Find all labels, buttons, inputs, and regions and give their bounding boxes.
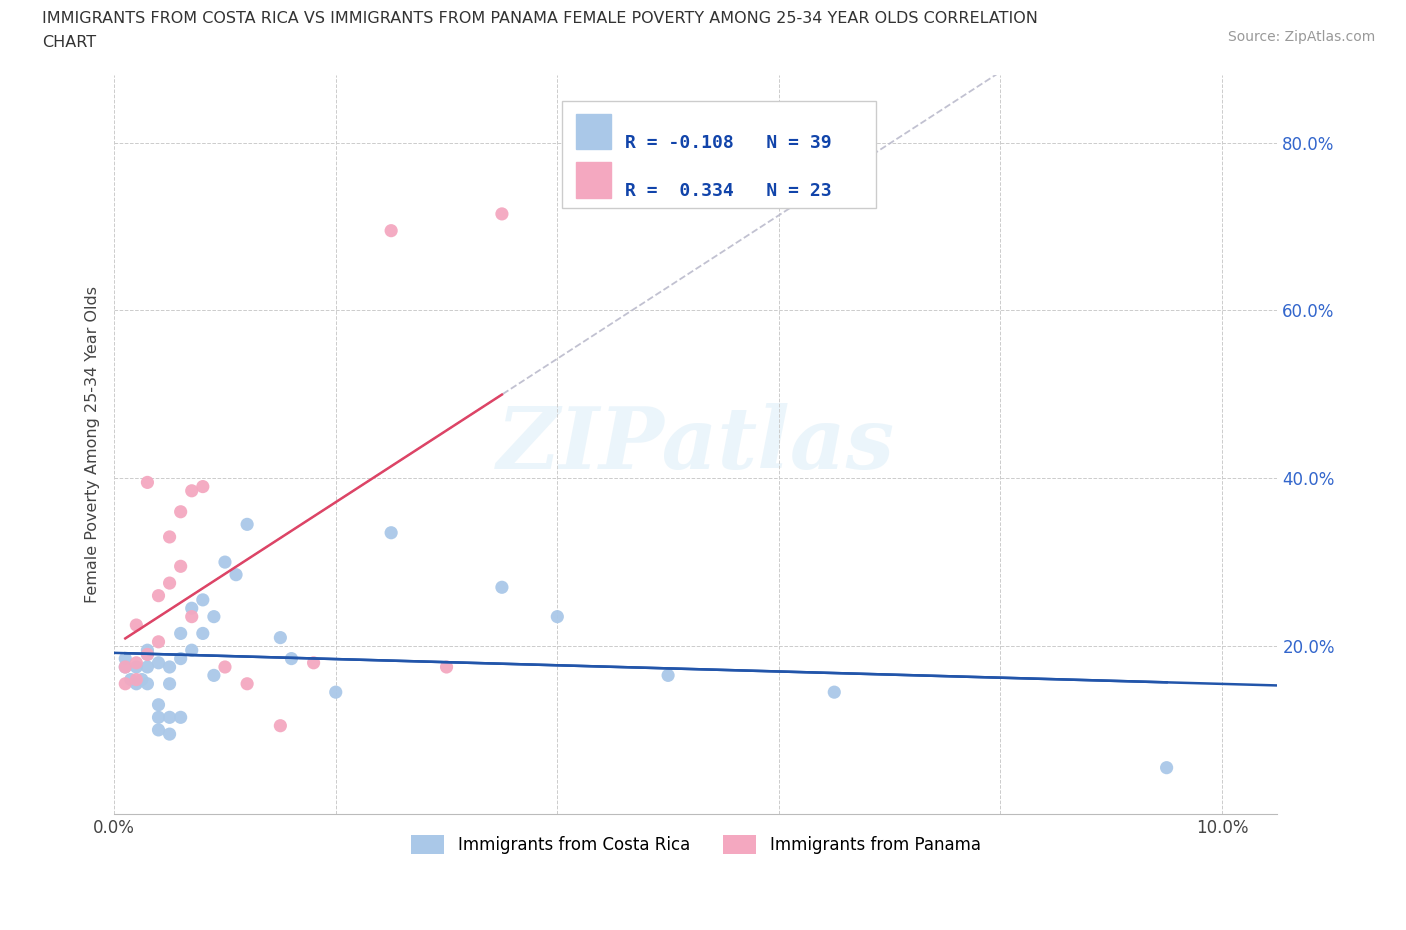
Bar — [576, 114, 610, 150]
Point — [148, 698, 170, 712]
Point — [159, 529, 181, 544]
Point — [225, 567, 247, 582]
Point — [125, 618, 148, 632]
Point — [125, 672, 148, 687]
Legend: Immigrants from Costa Rica, Immigrants from Panama: Immigrants from Costa Rica, Immigrants f… — [404, 829, 987, 861]
Point — [114, 659, 136, 674]
Point — [159, 726, 181, 741]
Point — [169, 559, 191, 574]
Point — [136, 643, 159, 658]
Point — [136, 659, 159, 674]
Y-axis label: Female Poverty Among 25-34 Year Olds: Female Poverty Among 25-34 Year Olds — [86, 286, 100, 604]
Point — [125, 656, 148, 671]
Text: Source: ZipAtlas.com: Source: ZipAtlas.com — [1227, 30, 1375, 44]
Bar — [576, 162, 610, 198]
Point — [120, 672, 142, 687]
Text: R = -0.108   N = 39: R = -0.108 N = 39 — [624, 134, 831, 152]
Point — [436, 659, 458, 674]
Point — [202, 668, 225, 683]
Point — [169, 710, 191, 724]
Point — [136, 647, 159, 662]
Point — [159, 659, 181, 674]
FancyBboxPatch shape — [562, 101, 876, 208]
Point — [159, 576, 181, 591]
Point — [236, 517, 259, 532]
Point — [214, 659, 236, 674]
Point — [148, 710, 170, 724]
Point — [191, 626, 214, 641]
Point — [1156, 760, 1178, 775]
Point — [131, 672, 153, 687]
Point — [114, 676, 136, 691]
Point — [148, 723, 170, 737]
Point — [280, 651, 302, 666]
Point — [191, 592, 214, 607]
Point — [180, 643, 202, 658]
Point — [114, 659, 136, 674]
Text: R =  0.334   N = 23: R = 0.334 N = 23 — [624, 181, 831, 200]
Point — [269, 631, 291, 645]
Point — [180, 601, 202, 616]
Point — [169, 504, 191, 519]
Point — [491, 206, 513, 221]
Point — [214, 554, 236, 569]
Point — [148, 634, 170, 649]
Point — [169, 626, 191, 641]
Point — [491, 579, 513, 594]
Text: ZIPatlas: ZIPatlas — [496, 403, 894, 486]
Point — [546, 609, 568, 624]
Point — [136, 475, 159, 490]
Point — [302, 656, 325, 671]
Text: CHART: CHART — [42, 35, 96, 50]
Point — [169, 651, 191, 666]
Point — [380, 525, 402, 540]
Point — [202, 609, 225, 624]
Point — [159, 676, 181, 691]
Point — [125, 676, 148, 691]
Point — [823, 684, 845, 699]
Point — [236, 676, 259, 691]
Point — [191, 479, 214, 494]
Point — [269, 718, 291, 733]
Point — [159, 710, 181, 724]
Point — [657, 668, 679, 683]
Point — [180, 484, 202, 498]
Point — [180, 609, 202, 624]
Point — [114, 651, 136, 666]
Point — [148, 656, 170, 671]
Point — [136, 647, 159, 662]
Text: IMMIGRANTS FROM COSTA RICA VS IMMIGRANTS FROM PANAMA FEMALE POVERTY AMONG 25-34 : IMMIGRANTS FROM COSTA RICA VS IMMIGRANTS… — [42, 11, 1038, 26]
Point — [125, 659, 148, 674]
Point — [380, 223, 402, 238]
Point — [148, 589, 170, 604]
Point — [325, 684, 347, 699]
Point — [136, 676, 159, 691]
